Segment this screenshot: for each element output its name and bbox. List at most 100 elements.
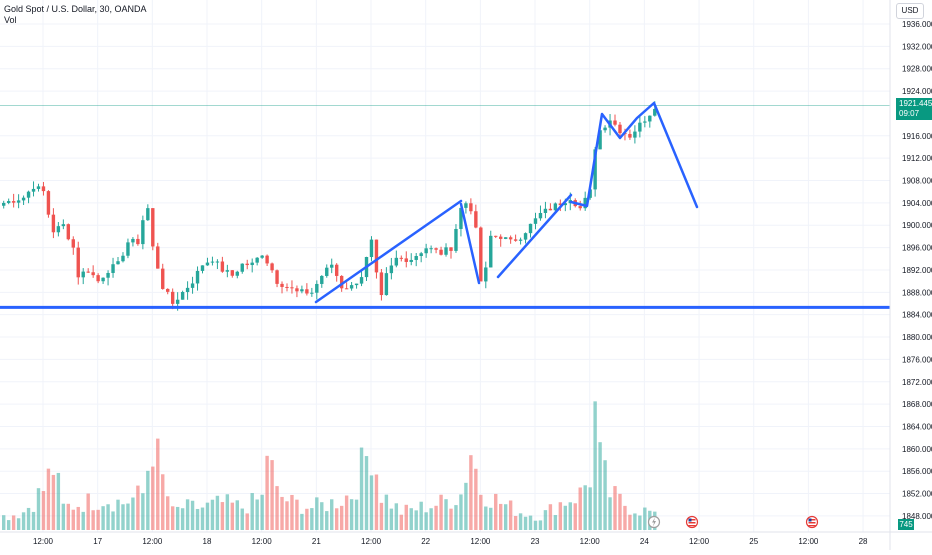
candle-body — [290, 287, 294, 289]
volume-bar — [508, 500, 513, 530]
y-tick-label: 1848.000 — [902, 512, 932, 521]
volume-bar — [349, 499, 354, 530]
candle-body — [633, 131, 637, 138]
volume-bar — [260, 494, 264, 530]
candle-body — [643, 121, 647, 123]
trend-line[interactable] — [496, 193, 573, 279]
volume-bar — [200, 507, 205, 530]
volume-bar — [245, 513, 249, 530]
candle-body — [26, 191, 31, 198]
candle-body — [548, 208, 553, 211]
candle-body — [180, 292, 185, 300]
candle-body — [185, 287, 190, 293]
candle-body — [409, 259, 413, 262]
flash-icon[interactable] — [647, 515, 661, 529]
x-tick-label: 28 — [859, 537, 868, 546]
currency-button[interactable]: USD — [896, 3, 924, 19]
candle-body — [523, 233, 528, 240]
volume-bar — [66, 503, 71, 530]
volume-bar — [210, 499, 215, 530]
y-tick-label: 1872.000 — [902, 378, 932, 387]
candle-body — [499, 236, 503, 239]
drawings[interactable] — [0, 101, 890, 309]
volume-bar — [305, 508, 309, 530]
candle-body — [518, 239, 523, 241]
candle-body — [459, 207, 463, 229]
candle-body — [474, 211, 478, 228]
candle-body — [86, 271, 90, 273]
candle-body — [449, 247, 453, 251]
candle-body — [240, 263, 244, 272]
chart-title[interactable]: Gold Spot / U.S. Dollar, 30, OANDA — [4, 4, 147, 14]
volume-bar — [255, 499, 259, 530]
candle-body — [638, 122, 642, 132]
volume-bar — [136, 485, 140, 530]
volume-bar — [563, 505, 568, 530]
candle-body — [494, 235, 498, 237]
candle-body — [503, 237, 508, 239]
candle-body — [354, 283, 359, 286]
volume-bar — [633, 513, 637, 530]
candle-body — [429, 248, 433, 250]
candle-body — [91, 272, 95, 276]
candle-body — [384, 273, 389, 296]
volume-bar — [484, 506, 488, 530]
volume-bar — [459, 494, 463, 530]
candle-body — [479, 227, 483, 282]
volume-bar — [513, 515, 518, 530]
volume-bar — [518, 513, 523, 530]
volume-bar — [538, 520, 543, 530]
volume-bar — [11, 515, 16, 530]
volume-indicator-label[interactable]: Vol — [4, 15, 17, 25]
trend-line[interactable] — [314, 199, 463, 304]
volume-bar — [364, 456, 369, 530]
candle-body — [51, 214, 56, 233]
candle-body — [41, 186, 46, 192]
volume-bar — [399, 514, 403, 530]
volume-bar — [503, 504, 508, 530]
pattern-line[interactable] — [569, 101, 699, 209]
volume-bar — [499, 503, 503, 530]
volume-bar — [608, 497, 612, 530]
y-tick-label: 1856.000 — [902, 467, 932, 476]
candle-body — [275, 270, 279, 284]
last-price-value: 1921.445 — [899, 99, 932, 108]
candle-body — [339, 275, 344, 289]
y-tick-label: 1852.000 — [902, 490, 932, 499]
us-flag-icon[interactable] — [685, 515, 699, 529]
candle-body — [195, 270, 200, 284]
pattern-line[interactable] — [459, 202, 481, 285]
candle-body — [270, 263, 274, 271]
volume-bar — [315, 497, 319, 530]
candle-body — [16, 200, 21, 203]
volume-bar — [439, 494, 443, 530]
volume-bar — [170, 506, 175, 530]
candle-body — [126, 242, 130, 256]
candle-body — [310, 292, 314, 294]
candle-body — [111, 264, 115, 273]
volume-bar — [528, 515, 533, 530]
volume-bar — [31, 511, 36, 530]
volume-bar — [96, 509, 100, 530]
volume-bar — [578, 487, 582, 530]
y-tick-label: 1916.000 — [902, 132, 932, 141]
volume-bar — [51, 474, 56, 530]
volume-bar — [106, 504, 110, 530]
volume-bar — [449, 508, 453, 530]
candle-body — [71, 239, 75, 248]
volume-bar — [161, 474, 165, 530]
candle-body — [76, 247, 80, 278]
volume-bar — [175, 506, 180, 530]
volume-bar — [429, 508, 433, 530]
volume-bar — [643, 507, 647, 530]
candle-body — [528, 223, 533, 234]
volume-bar — [334, 508, 339, 530]
volume-bar — [250, 493, 254, 530]
us-flag-icon[interactable] — [805, 515, 819, 529]
candle-body — [230, 270, 235, 276]
candle-body — [250, 262, 254, 266]
volume-bar — [56, 472, 61, 530]
volume-bar — [225, 494, 230, 530]
